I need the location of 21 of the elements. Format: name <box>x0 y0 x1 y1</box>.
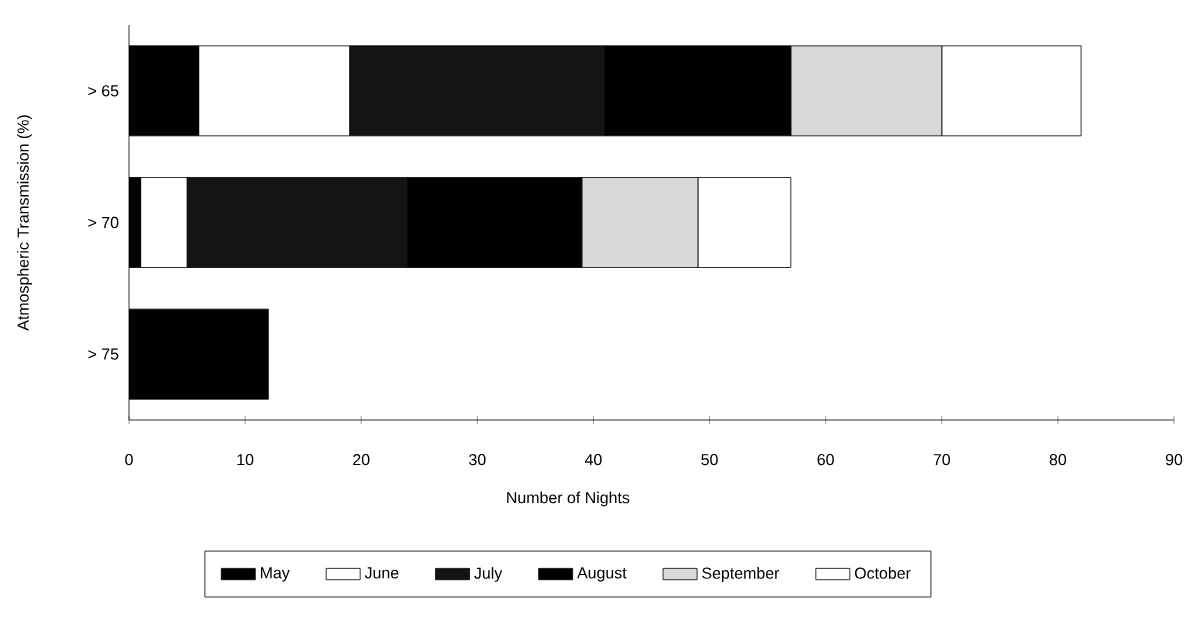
x-tick-label: 40 <box>584 453 602 466</box>
x-tick-label: 10 <box>237 453 254 466</box>
x-tick-label: 30 <box>469 453 486 466</box>
y-axis-title: Atmospheric Transmission (%) <box>17 115 32 331</box>
x-tick-label: 70 <box>933 453 951 466</box>
legend-label: May <box>260 567 290 582</box>
legend-label: September <box>702 567 780 582</box>
y-tick-label: > 75 <box>88 348 119 360</box>
legend-label: October <box>854 567 911 579</box>
x-tick-label: 50 <box>701 453 718 466</box>
legend-label: July <box>474 567 503 582</box>
x-tick-label: 80 <box>1049 453 1067 466</box>
y-tick-label: > 70 <box>88 216 119 229</box>
x-tick-label: 0 <box>125 453 133 466</box>
x-tick-label: 90 <box>1165 453 1183 466</box>
legend-label: June <box>364 567 399 579</box>
x-axis-title: Number of Nights <box>507 491 630 507</box>
x-tick-label: 20 <box>353 453 370 466</box>
x-tick-label: 60 <box>817 453 834 466</box>
legend-label: August <box>577 567 627 582</box>
y-tick-label: > 65 <box>88 85 119 97</box>
